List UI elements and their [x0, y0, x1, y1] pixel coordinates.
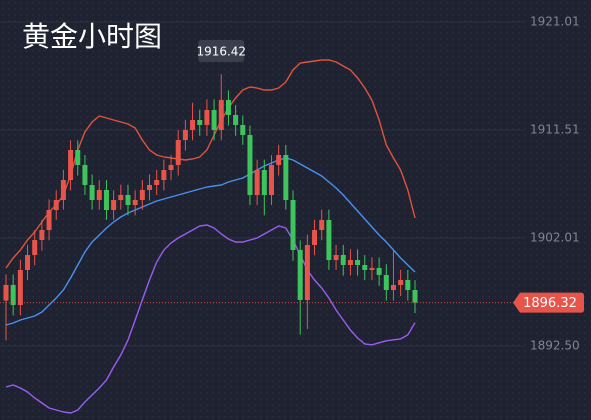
candle-body [132, 200, 138, 205]
candle-body [340, 255, 346, 265]
candle-body [247, 135, 253, 195]
candle-body [283, 155, 289, 200]
candle-body [96, 190, 102, 200]
candle-body [276, 155, 282, 165]
candle-body [268, 165, 274, 195]
candle-body [68, 150, 74, 180]
candle-body [390, 285, 396, 290]
y-tick-label: 1921.01 [530, 15, 580, 29]
candle-body [290, 200, 296, 250]
candle-body [32, 240, 38, 255]
candle-body [347, 260, 353, 265]
candle-body [319, 220, 325, 230]
candle-body [355, 260, 361, 265]
chart-title: 黄金小时图 [22, 20, 162, 53]
candle-body [304, 245, 310, 300]
candle-body [297, 250, 303, 300]
candle-body [326, 220, 332, 260]
candle-body [161, 170, 167, 180]
candle-body [3, 285, 9, 301]
candle-body [118, 195, 124, 200]
candle-body [139, 190, 145, 200]
band-line [5, 224, 416, 414]
candle-body [254, 170, 260, 195]
candle-body [46, 210, 52, 230]
candle-body [53, 200, 59, 210]
candle-body [383, 275, 389, 290]
y-tick-label: 1911.51 [530, 123, 580, 137]
candle-body [147, 185, 153, 190]
candle-body [312, 230, 318, 245]
candle-body [240, 125, 246, 135]
candle-body [175, 140, 181, 165]
candle-body [211, 110, 217, 130]
candle-body [204, 110, 210, 125]
max-label: 1916.42 [196, 45, 246, 59]
band-line [5, 59, 416, 269]
candle-body [125, 195, 131, 205]
candle-body [17, 270, 23, 305]
candle-body [10, 285, 16, 305]
candle-body [261, 170, 267, 195]
candle-body [233, 115, 239, 125]
candle-body [412, 290, 418, 303]
y-tick-label: 1902.01 [530, 230, 580, 244]
candle-body [111, 200, 117, 210]
candle-body [39, 230, 45, 240]
candle-body [333, 255, 339, 260]
band-line [5, 157, 416, 326]
candle-body [398, 280, 404, 285]
candle-body [75, 150, 81, 165]
candle-body [405, 280, 411, 290]
last-price-box [513, 292, 584, 313]
y-tick-label: 1892.50 [530, 339, 580, 353]
candle-body [190, 120, 196, 130]
candle-body [197, 120, 203, 125]
last-price-label: 1896.32 [523, 296, 577, 311]
candle-body [218, 100, 224, 130]
candle-body [168, 165, 174, 170]
candle-body [82, 165, 88, 185]
max-label-box [198, 40, 245, 62]
candle-body [103, 190, 109, 210]
candle-body [225, 100, 231, 115]
candle-body [362, 265, 368, 270]
candle-body [369, 267, 375, 270]
candle-body [376, 267, 382, 275]
candle-body [25, 255, 31, 270]
candle-body [89, 185, 95, 200]
candle-body [182, 130, 188, 140]
candle-body [60, 180, 66, 200]
candle-body [154, 180, 160, 185]
